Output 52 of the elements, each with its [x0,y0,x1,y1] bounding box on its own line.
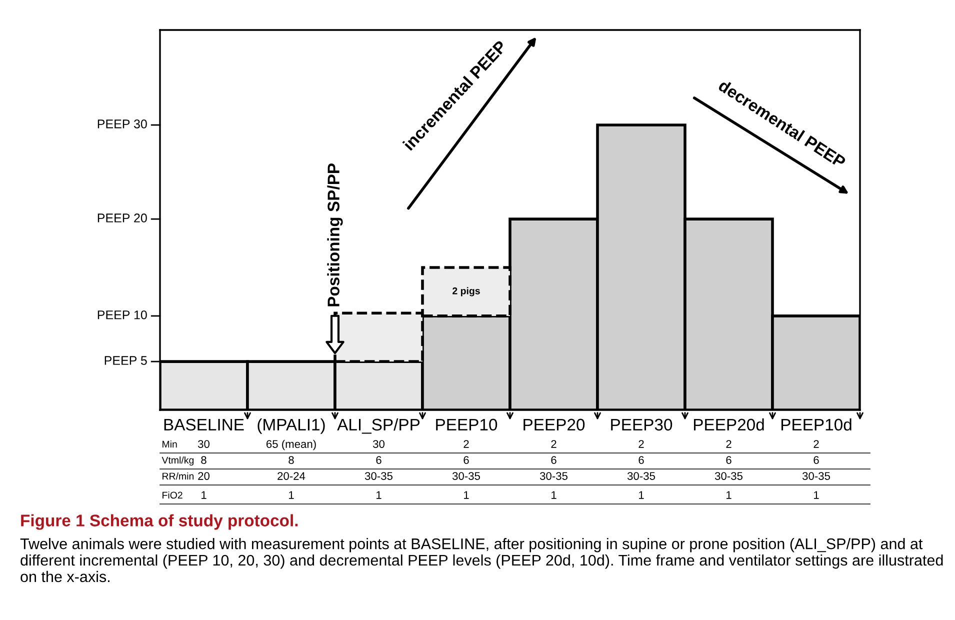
text: 1 [289,491,294,499]
text: 1 [552,491,556,499]
annotation: 2 pigs [452,287,480,296]
text: Vtml/kg [162,456,194,466]
text: 2 [726,440,732,448]
text: Min [162,440,177,448]
text: 6 [814,456,819,464]
text: 1 [639,491,644,499]
text: 1 [376,491,382,499]
text: 6 [464,456,469,464]
text: 30-35 [452,472,480,480]
text: RR/min [162,472,194,480]
ref-line-label: PEEP 20 [98,214,147,222]
text: 30-35 [714,472,742,480]
text: 6 [376,456,382,464]
text: Twelve animals were studied with measurement points at BASELINE, after positioning in supine or prone position (ALI_SP/PP) and at different incremental (PEEP 10, 20, 30) and decremental PEEP levels (PEEP 20d, 10d). Time frame and ventilator settings are illustrated on the x-axis. [20,538,943,582]
text: 6 [638,456,644,464]
text: 2 [638,440,644,448]
x-tick-label: PEEP10d [781,418,852,431]
ref-line-label: PEEP 10 [98,310,147,320]
text: 30 [198,440,210,448]
text: 30-35 [364,472,392,480]
text: 1 [464,491,469,499]
x-tick-label: (MPALI1) [258,418,325,434]
text: 20-24 [278,472,306,480]
text: 2 [551,440,556,448]
text: 2 [814,440,819,448]
text: 30-35 [627,472,655,480]
x-tick-label: PEEP20 [524,418,585,431]
text: Figure 1 Schema of study protocol. [21,514,298,530]
x-tick-label: BASELINE [164,418,244,431]
text: 8 [201,456,206,464]
text: FiO2 [162,491,182,499]
annotation: Positioning SP/PP [327,164,343,306]
text: 30-35 [540,472,568,480]
text: 30 [372,440,384,448]
text: 1 [814,491,819,499]
x-tick-label: PEEP10 [436,418,498,431]
text: 6 [551,456,556,464]
x-tick-label: PEEP20d [694,418,764,431]
ref-line-label: PEEP 5 [104,356,147,365]
text: 1 [202,491,206,499]
x-tick-label: PEEP30 [611,418,672,431]
text: 1 [726,491,732,499]
text: 65 (mean) [266,440,316,450]
text: 6 [726,456,732,464]
text: 8 [288,456,294,464]
text: 20 [198,472,210,480]
ref-line-label: PEEP 30 [98,120,147,128]
x-tick-label: ALI_SP/PP [337,418,420,434]
text: 30-35 [802,472,830,480]
text: 2 [464,440,469,448]
